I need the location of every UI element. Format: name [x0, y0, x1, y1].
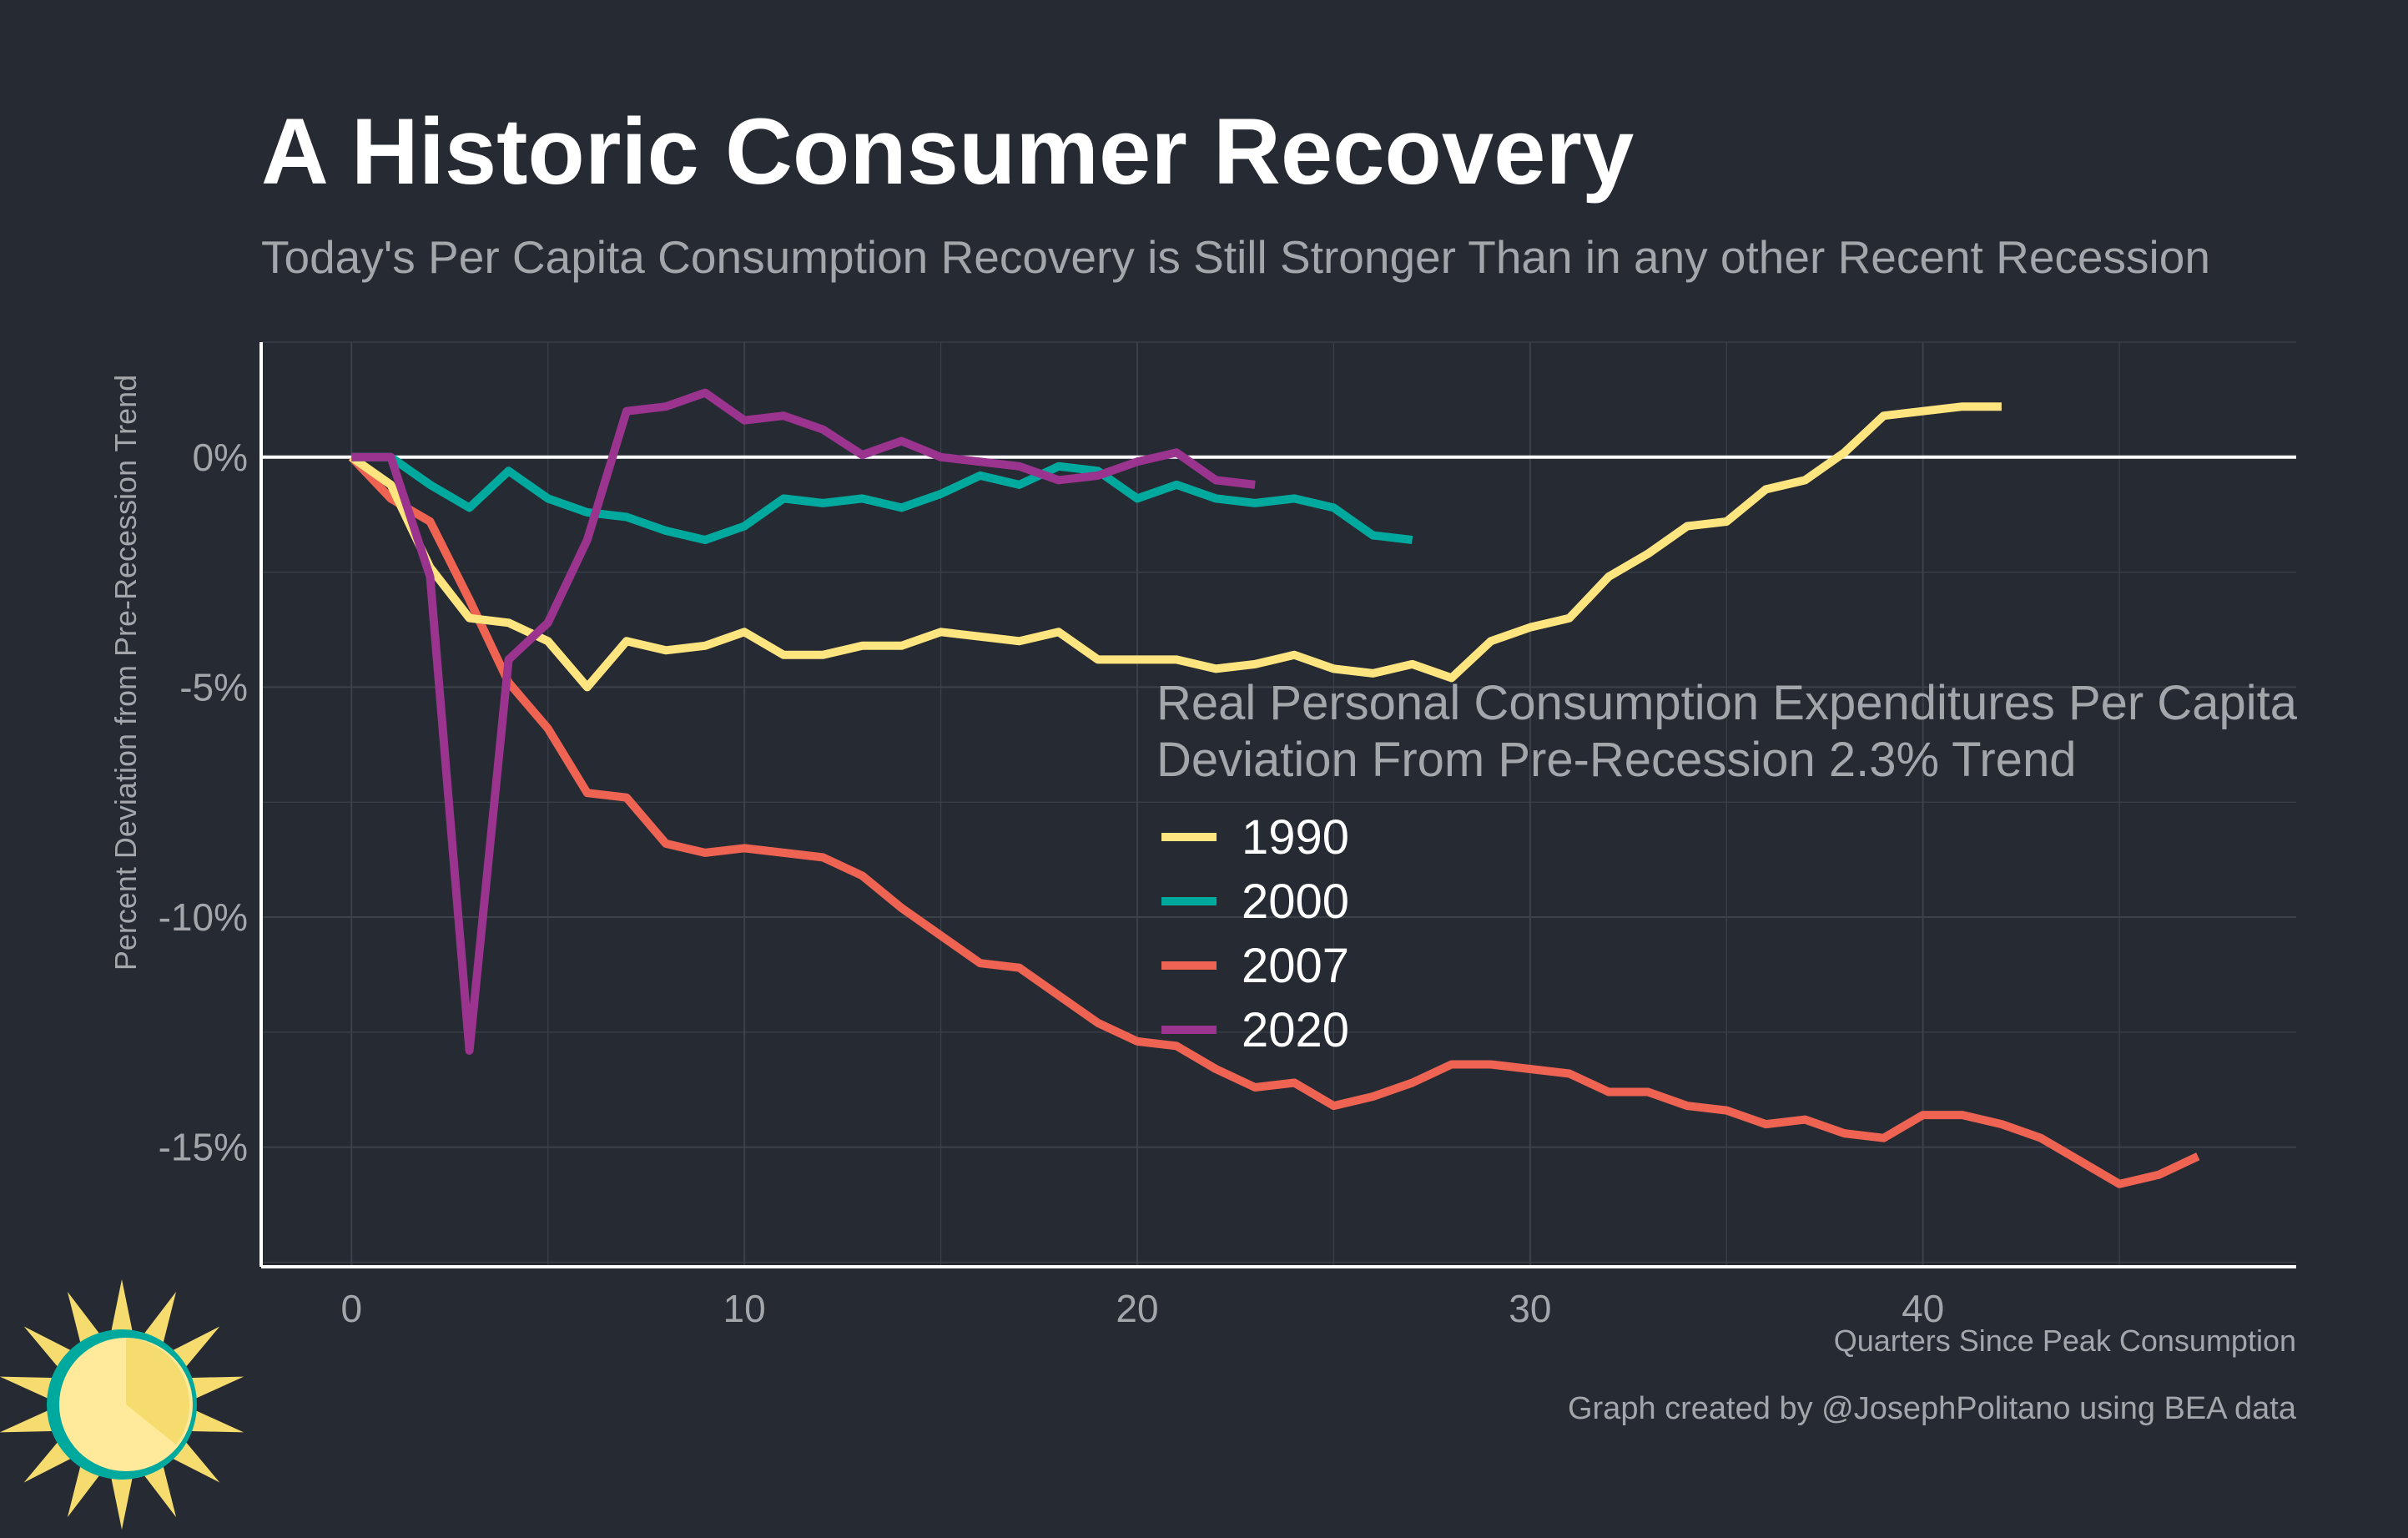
legend-label-1990: 1990: [1242, 810, 1349, 865]
x-tick-label: 0: [340, 1287, 362, 1330]
chart-subtitle: Today's Per Capita Consumption Recovery …: [261, 231, 2210, 283]
sun-ray: [169, 1439, 220, 1483]
y-tick-label: 0%: [193, 436, 248, 479]
sun-ray: [187, 1409, 244, 1433]
series-line-1990: [349, 402, 2002, 692]
sun-ray: [23, 1326, 74, 1370]
series-line-2020: [351, 388, 1256, 1055]
y-tick-label: -10%: [159, 895, 248, 939]
sun-ray: [110, 1279, 133, 1335]
sun-ray: [0, 1409, 57, 1433]
sun-ray: [142, 1462, 177, 1518]
x-tick-label: 30: [1509, 1287, 1551, 1330]
y-tick-label: -15%: [159, 1126, 248, 1169]
legend: Real Personal Consumption Expenditures P…: [1156, 676, 2298, 1057]
x-tick-label: 40: [1902, 1287, 1944, 1330]
sun-ray: [67, 1291, 102, 1347]
y-axis-label: Percent Deviation from Pre-Recession Tre…: [108, 375, 143, 971]
sun-ray: [110, 1474, 133, 1530]
sun-ray: [67, 1462, 102, 1518]
sun-ray: [187, 1376, 244, 1400]
caption: Graph created by @JosephPolitano using B…: [1568, 1391, 2297, 1426]
series-line-2000: [351, 452, 1413, 544]
y-tick-label: -5%: [179, 665, 248, 708]
series-line-2007: [348, 454, 2200, 1188]
sun-ray: [142, 1291, 177, 1347]
legend-title: Real Personal Consumption Expenditures P…: [1156, 676, 2298, 730]
legend-title: Deviation From Pre-Recession 2.3% Trend: [1156, 733, 2076, 787]
series-lines: [348, 388, 2200, 1188]
axes: 0 10 20 30 40 0% -5% -10% -15%: [159, 342, 2296, 1330]
x-axis-label: Quarters Since Peak Consumption: [1834, 1324, 2296, 1358]
sun-ray: [169, 1326, 220, 1370]
legend-label-2000: 2000: [1242, 875, 1349, 929]
legend-label-2020: 2020: [1242, 1003, 1349, 1057]
x-tick-label: 10: [723, 1287, 766, 1330]
chart-title: A Historic Consumer Recovery: [261, 99, 1634, 204]
legend-label-2007: 2007: [1242, 939, 1349, 993]
sun-ray: [23, 1439, 74, 1483]
x-tick-label: 20: [1116, 1287, 1158, 1330]
sun-logo-icon: [0, 1279, 244, 1530]
grid-lines: [261, 341, 2296, 1267]
sun-ray: [0, 1376, 57, 1400]
